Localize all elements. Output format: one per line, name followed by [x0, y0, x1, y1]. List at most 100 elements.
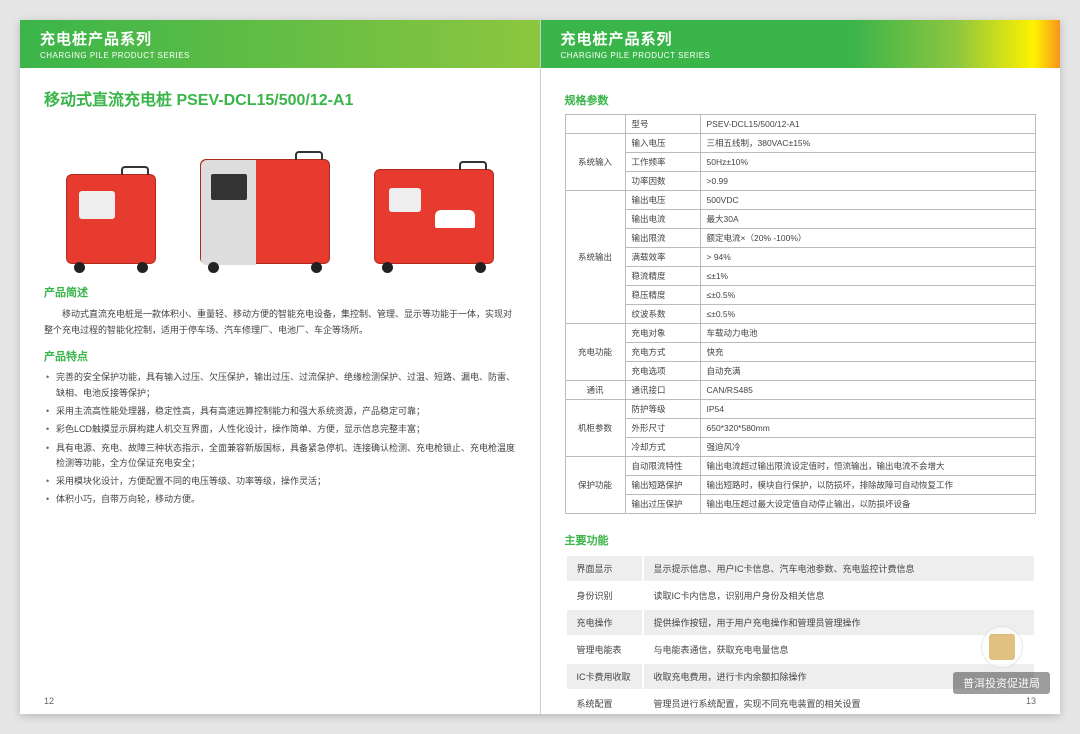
desc-heading: 产品简述 — [44, 284, 516, 300]
spec-row: 输出限流额定电流×（20% -100%） — [565, 229, 1036, 248]
spec-value: IP54 — [700, 400, 1036, 419]
content-left: 移动式直流充电桩 PSEV-DCL15/500/12-A1 产品简述 移动式直流… — [20, 68, 540, 714]
spec-group: 系统输入 — [565, 134, 625, 191]
spec-label: 稳流精度 — [625, 267, 700, 286]
charger-image-3 — [374, 169, 494, 264]
spec-row: 外形尺寸650*320*580mm — [565, 419, 1036, 438]
function-key: 身份识别 — [567, 583, 642, 608]
spec-row: 机柜参数防护等级IP54 — [565, 400, 1036, 419]
spec-row: 满载效率> 94% — [565, 248, 1036, 267]
spec-row: 充电选项自动充满 — [565, 362, 1036, 381]
spec-label: 输出过压保护 — [625, 495, 700, 514]
spec-row: 系统输出输出电压500VDC — [565, 191, 1036, 210]
spec-group: 充电功能 — [565, 324, 625, 381]
spec-label: 稳压精度 — [625, 286, 700, 305]
header-right: 充电桩产品系列 CHARGING PILE PRODUCT SERIES — [541, 20, 1061, 68]
spec-label: 功率因数 — [625, 172, 700, 191]
spec-row: 充电功能充电对象车载动力电池 — [565, 324, 1036, 343]
spec-value: CAN/RS485 — [700, 381, 1036, 400]
spec-label: 工作频率 — [625, 153, 700, 172]
spec-label: 输出限流 — [625, 229, 700, 248]
spec-value: 输出短路时，模块自行保护，以防损坏，排除故障可自动恢复工作 — [700, 476, 1036, 495]
spec-row: 输出短路保护输出短路时，模块自行保护，以防损坏，排除故障可自动恢复工作 — [565, 476, 1036, 495]
function-row: 系统配置管理员进行系统配置，实现不同充电装置的相关设置 — [567, 691, 1035, 714]
spec-row: 充电方式快充 — [565, 343, 1036, 362]
spec-group: 保护功能 — [565, 457, 625, 514]
spec-row: 输出电流最大30A — [565, 210, 1036, 229]
spec-value: PSEV-DCL15/500/12-A1 — [700, 115, 1036, 134]
header-left: 充电桩产品系列 CHARGING PILE PRODUCT SERIES — [20, 20, 540, 68]
feature-item: 具有电源、充电、故障三种状态指示，全面兼容新版国标，具备紧急停机、连接确认检测、… — [44, 441, 516, 472]
spec-row: 工作频率50Hz±10% — [565, 153, 1036, 172]
spec-label: 输出短路保护 — [625, 476, 700, 495]
spec-group: 系统输出 — [565, 191, 625, 324]
spec-row: 稳压精度≤±0.5% — [565, 286, 1036, 305]
function-value: 管理员进行系统配置，实现不同充电装置的相关设置 — [644, 691, 1035, 714]
feature-item: 完善的安全保护功能，具有输入过压、欠压保护，输出过压、过流保护、绝缘检测保护、过… — [44, 370, 516, 401]
spec-row: 输出过压保护输出电压超过最大设定值自动停止输出，以防损坏设备 — [565, 495, 1036, 514]
function-value: 显示提示信息、用户IC卡信息、汽车电池参数、充电监控计费信息 — [644, 556, 1035, 581]
product-images — [44, 124, 516, 264]
feature-item: 采用主流高性能处理器，稳定性高，具有高速远算控制能力和强大系统资源，产品稳定可靠… — [44, 404, 516, 419]
function-value: 读取IC卡内信息，识别用户身份及相关信息 — [644, 583, 1035, 608]
spec-row: 纹波系数≤±0.5% — [565, 305, 1036, 324]
spec-row: 保护功能自动限流特性输出电流超过输出限流设定值时，恒流输出，输出电流不会增大 — [565, 457, 1036, 476]
spec-row: 稳流精度≤±1% — [565, 267, 1036, 286]
function-row: 身份识别读取IC卡内信息，识别用户身份及相关信息 — [567, 583, 1035, 608]
spec-row: 型号PSEV-DCL15/500/12-A1 — [565, 115, 1036, 134]
spec-value: 快充 — [700, 343, 1036, 362]
spec-value: 500VDC — [700, 191, 1036, 210]
spec-label: 外形尺寸 — [625, 419, 700, 438]
desc-text: 移动式直流充电桩是一款体积小、重量轻、移动方便的智能充电设备，集控制、管理、显示… — [44, 306, 516, 338]
product-title: 移动式直流充电桩 PSEV-DCL15/500/12-A1 — [44, 86, 516, 110]
spec-row: 冷却方式强迫风冷 — [565, 438, 1036, 457]
spec-label: 型号 — [625, 115, 700, 134]
function-key: 充电操作 — [567, 610, 642, 635]
header-title-en: CHARGING PILE PRODUCT SERIES — [40, 51, 520, 60]
spec-value: 自动充满 — [700, 362, 1036, 381]
spec-label: 自动限流特性 — [625, 457, 700, 476]
spec-row: 系统输入输入电压三相五线制，380VAC±15% — [565, 134, 1036, 153]
spec-value: 额定电流×（20% -100%） — [700, 229, 1036, 248]
spec-label: 充电选项 — [625, 362, 700, 381]
spec-value: ≤±1% — [700, 267, 1036, 286]
spec-value: 最大30A — [700, 210, 1036, 229]
spec-label: 充电方式 — [625, 343, 700, 362]
feature-item: 体积小巧，自带万向轮，移动方便。 — [44, 492, 516, 507]
spec-label: 防护等级 — [625, 400, 700, 419]
spec-value: ≤±0.5% — [700, 305, 1036, 324]
function-key: 系统配置 — [567, 691, 642, 714]
function-key: IC卡费用收取 — [567, 664, 642, 689]
spec-value: 三相五线制，380VAC±15% — [700, 134, 1036, 153]
header-title-cn-r: 充电桩产品系列 — [561, 28, 1041, 49]
spec-row: 功率因数>0.99 — [565, 172, 1036, 191]
spec-row: 通讯通讯接口CAN/RS485 — [565, 381, 1036, 400]
watermark-logo-icon — [981, 626, 1023, 668]
spec-value: > 94% — [700, 248, 1036, 267]
page-number-right: 13 — [1026, 696, 1036, 706]
spec-label: 充电对象 — [625, 324, 700, 343]
spec-label: 通讯接口 — [625, 381, 700, 400]
page-right: 充电桩产品系列 CHARGING PILE PRODUCT SERIES 规格参… — [541, 20, 1061, 714]
spec-label: 输出电流 — [625, 210, 700, 229]
charger-image-1 — [66, 174, 156, 264]
spec-label: 纹波系数 — [625, 305, 700, 324]
spec-label: 冷却方式 — [625, 438, 700, 457]
feature-item: 彩色LCD触摸显示屏构建人机交互界面，人性化设计，操作简单、方便，显示信息完整丰… — [44, 422, 516, 437]
spec-group — [565, 115, 625, 134]
spec-label: 输出电压 — [625, 191, 700, 210]
watermark: 普洱投资促进局 — [953, 626, 1050, 694]
spec-value: 50Hz±10% — [700, 153, 1036, 172]
spec-group: 通讯 — [565, 381, 625, 400]
watermark-text: 普洱投资促进局 — [953, 672, 1050, 694]
spec-value: 强迫风冷 — [700, 438, 1036, 457]
content-right: 规格参数 型号PSEV-DCL15/500/12-A1系统输入输入电压三相五线制… — [541, 68, 1061, 714]
specs-table: 型号PSEV-DCL15/500/12-A1系统输入输入电压三相五线制，380V… — [565, 114, 1037, 514]
functions-heading: 主要功能 — [565, 532, 1037, 548]
spec-value: ≤±0.5% — [700, 286, 1036, 305]
spec-value: >0.99 — [700, 172, 1036, 191]
spec-label: 满载效率 — [625, 248, 700, 267]
function-key: 界面显示 — [567, 556, 642, 581]
charger-image-2 — [200, 159, 330, 264]
spec-value: 输出电压超过最大设定值自动停止输出，以防损坏设备 — [700, 495, 1036, 514]
